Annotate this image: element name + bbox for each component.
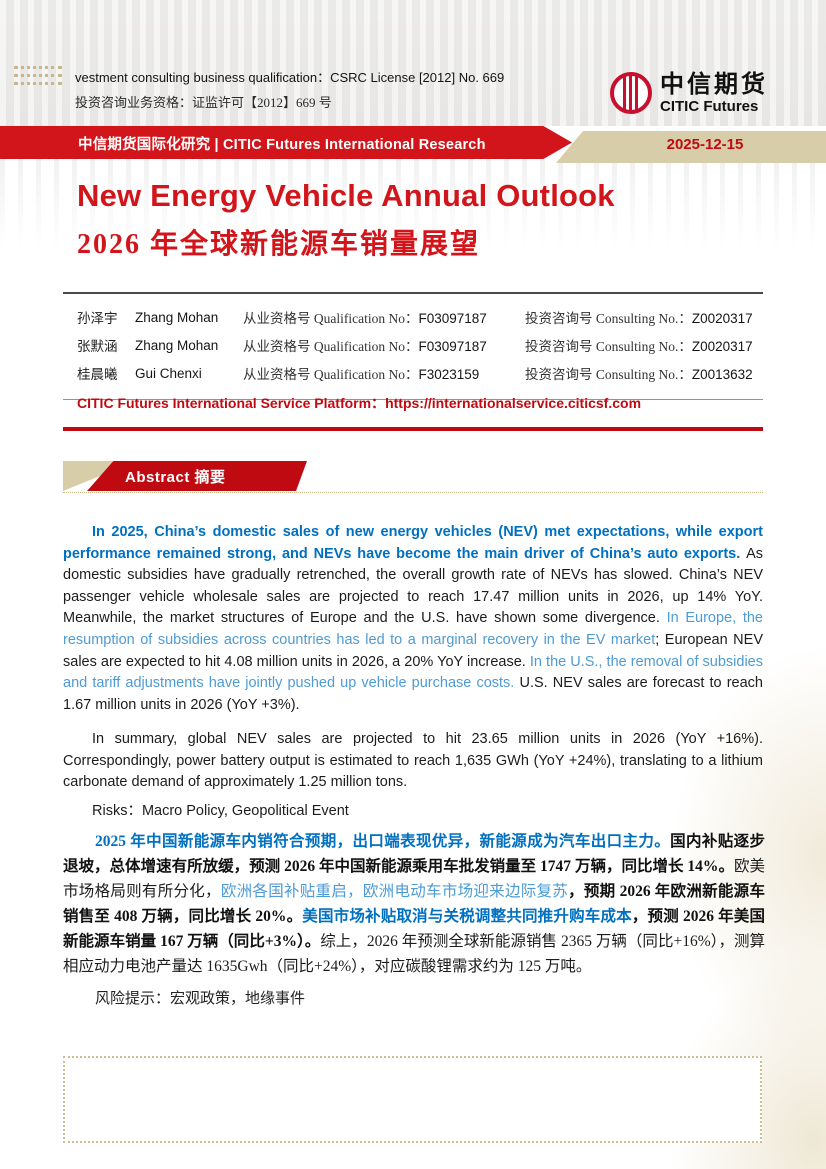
abstract-badge-ribbon [87, 461, 307, 491]
bottom-placeholder-box [63, 1056, 762, 1143]
citic-futures-logo: 中信期货 CITIC Futures [610, 72, 768, 115]
decor-top-band [0, 0, 826, 126]
qualification-label: 从业资格号 Qualification No： [243, 311, 419, 326]
consulting-label: 投资咨询号 Consulting No.： [525, 367, 692, 382]
service-platform-label: CITIC Futures International Service Plat… [77, 395, 386, 411]
author-row: 张默涵 Zhang Mohan 从业资格号 Qualification No：F… [77, 331, 763, 359]
qualification-number: F3023159 [418, 367, 480, 382]
author-name-en: Gui Chenxi [135, 365, 202, 381]
decor-dot-grid [14, 66, 62, 90]
author-row: 桂晨曦 Gui Chenxi 从业资格号 Qualification No：F3… [77, 359, 763, 387]
service-platform-line: CITIC Futures International Service Plat… [77, 393, 641, 413]
qualification-line-cn: 投资咨询业务资格：证监许可【2012】669 号 [75, 95, 332, 110]
author-name-en: Zhang Mohan [135, 337, 219, 353]
banner-title: 中信期货国际化研究 | CITIC Futures International … [78, 137, 486, 153]
banner-ribbon [0, 126, 572, 159]
qualification-number: F03097187 [418, 311, 487, 326]
report-title-cn: 2026 年全球新能源车销量展望 [77, 229, 481, 260]
logo-name-en: CITIC Futures [660, 98, 759, 115]
abstract-paragraph-en-2: In summary, global NEV sales are project… [63, 731, 763, 791]
abstract-section-header: Abstract 摘要 [63, 461, 763, 493]
banner-date-ribbon [556, 131, 826, 163]
author-name-cn: 孙泽宇 [77, 311, 118, 326]
qualification-label: 从业资格号 Qualification No： [243, 339, 419, 354]
abstract-badge-label: Abstract 摘要 [125, 469, 226, 486]
author-name-cn: 张默涵 [77, 339, 118, 354]
qualification-label: 从业资格号 Qualification No： [243, 367, 419, 382]
author-row: 孙泽宇 Zhang Mohan 从业资格号 Qualification No：F… [77, 303, 763, 331]
citic-logo-icon [610, 72, 652, 114]
author-name-en: Zhang Mohan [135, 309, 219, 325]
divider-thick-red [63, 427, 763, 431]
qualification-line-en: vestment consulting business qualificati… [75, 70, 505, 85]
consulting-label: 投资咨询号 Consulting No.： [525, 339, 692, 354]
risks-line-en: Risks：Macro Policy, Geopolitical Event [92, 803, 349, 819]
abstract-paragraph-en-1: In 2025, China’s domestic sales of new e… [63, 524, 764, 713]
consulting-number: Z0020317 [691, 311, 753, 326]
risks-line-zh: 风险提示：宏观政策，地缘事件 [95, 991, 306, 1007]
decor-watermark-streaks [0, 159, 826, 249]
report-date: 2025-12-15 [666, 136, 744, 153]
consulting-number: Z0020317 [691, 339, 753, 354]
qualification-number: F03097187 [418, 339, 487, 354]
service-platform-link[interactable]: https://internationalservice.citicsf.com [385, 395, 642, 411]
abstract-paragraph-zh: 2025 年中国新能源车内销符合预期，出口端表现优异，新能源成为汽车出口主力。国… [63, 833, 765, 975]
consulting-number: Z0013632 [691, 367, 753, 382]
report-title-en: New Energy Vehicle Annual Outlook [77, 178, 615, 213]
logo-name-cn: 中信期货 [660, 72, 768, 98]
consulting-label: 投资咨询号 Consulting No.： [525, 311, 692, 326]
author-name-cn: 桂晨曦 [77, 367, 118, 382]
authors-table: 孙泽宇 Zhang Mohan 从业资格号 Qualification No：F… [63, 292, 763, 400]
